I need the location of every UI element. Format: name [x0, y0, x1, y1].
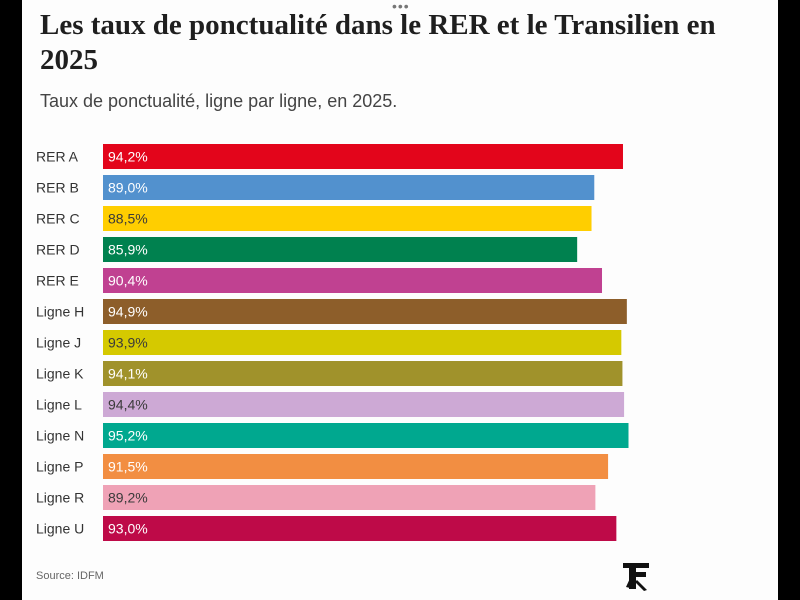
bar[interactable] — [103, 299, 627, 324]
bar[interactable] — [103, 175, 595, 200]
value-label: 93,9% — [108, 335, 148, 351]
bar[interactable] — [103, 454, 609, 479]
bar[interactable] — [103, 516, 617, 541]
bar[interactable] — [103, 392, 625, 417]
category-label: Ligne R — [36, 490, 84, 506]
bar[interactable] — [103, 361, 623, 386]
category-label: RER B — [36, 180, 79, 196]
category-label: Ligne H — [36, 304, 84, 320]
value-label: 85,9% — [108, 242, 148, 258]
chart-title: Les taux de ponctualité dans le RER et l… — [40, 9, 716, 76]
bar-chart: RER A 94,2% RER B 89,0% RER C 88,5% RER D 85,9%… — [36, 144, 629, 541]
category-label: Ligne P — [36, 459, 83, 475]
value-label: 94,2% — [108, 149, 148, 165]
source-note: Source: IDFM — [36, 570, 104, 582]
chart-subtitle: Taux de ponctualité, ligne par ligne, en… — [40, 91, 398, 111]
value-label: 94,9% — [108, 304, 148, 320]
category-label: Ligne N — [36, 428, 84, 444]
category-label: RER A — [36, 149, 79, 165]
category-label: RER E — [36, 273, 79, 289]
category-label: Ligne U — [36, 521, 84, 537]
value-label: 90,4% — [108, 273, 148, 289]
le-figaro-logo — [623, 563, 649, 591]
category-label: RER C — [36, 211, 80, 227]
bar[interactable] — [103, 144, 623, 169]
category-label: Ligne L — [36, 397, 82, 413]
category-label: RER D — [36, 242, 80, 258]
bar[interactable] — [103, 485, 596, 510]
bar[interactable] — [103, 423, 629, 448]
value-label: 93,0% — [108, 521, 148, 537]
more-dots-icon[interactable]: ••• — [392, 0, 410, 14]
bar[interactable] — [103, 206, 592, 231]
value-label: 91,5% — [108, 459, 148, 475]
bar[interactable] — [103, 330, 622, 355]
category-label: Ligne J — [36, 335, 81, 351]
bar[interactable] — [103, 268, 603, 293]
chart-card: ••• Les taux de ponctualité dans le RER … — [22, 0, 778, 600]
value-label: 89,2% — [108, 490, 148, 506]
value-label: 89,0% — [108, 180, 148, 196]
bar[interactable] — [103, 237, 578, 262]
category-label: Ligne K — [36, 366, 84, 382]
value-label: 94,4% — [108, 397, 148, 413]
value-label: 94,1% — [108, 366, 148, 382]
value-label: 95,2% — [108, 428, 148, 444]
value-label: 88,5% — [108, 211, 148, 227]
